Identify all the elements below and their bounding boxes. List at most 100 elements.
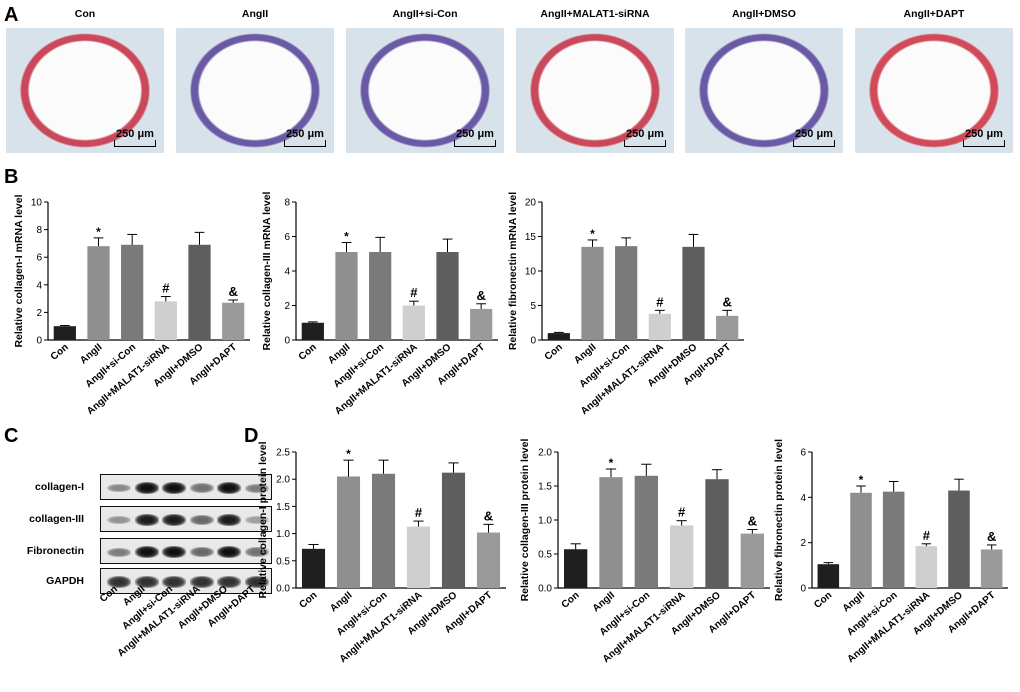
wb-band [134,546,159,558]
histology-image: 250 μm [516,28,674,153]
wb-band [217,514,241,526]
x-tick-label: Con [297,590,319,611]
bar [615,246,638,340]
y-axis-label: Relative collagen-III mRNA level [261,191,273,350]
histology-title: Con [74,8,96,20]
wb-band [107,576,131,588]
scale-bar-line [284,140,326,147]
bar [406,526,431,588]
x-tick-label: Con [543,342,565,363]
y-tick-label: 4 [284,267,290,278]
bar [599,477,623,588]
bar [335,252,358,340]
bar [547,333,570,340]
y-tick-label: 10 [31,198,43,209]
bar [476,532,501,588]
wb-band [162,546,186,558]
bar [948,490,970,588]
scale-bar-line [114,140,156,147]
histology-title: AngII+MALAT1-siRNA [540,8,650,20]
y-tick-label: 0.0 [538,584,552,595]
y-tick-label: 0 [284,336,290,347]
chart-collagen-iii-protein: 0.0 0.5 1.0 1.5 2.0 Relative collagen-III pro… [519,439,770,665]
scale-bar: 250 μm [624,128,666,147]
wb-band [162,514,186,526]
wb-row-label: Fibronectin [26,545,84,557]
y-tick-label: 1.5 [276,502,290,513]
significance-marker: & [987,529,996,544]
y-tick-label: 20 [525,198,537,209]
y-tick-label: 1.5 [538,482,552,493]
significance-marker: & [228,284,237,299]
chart-collagen-i-mrna: 0 2 4 6 8 10 Relative collagen-I mRNA level Con… [13,194,250,417]
scale-bar-line [963,140,1005,147]
bar [336,476,361,588]
wb-band [107,515,131,525]
y-tick-label: 6 [800,448,806,459]
bar [470,308,493,340]
y-tick-label: 2.5 [276,448,290,459]
significance-marker: * [859,473,864,487]
y-tick-label: 2 [284,301,290,312]
panel-letter-a: A [4,4,19,26]
y-axis-label: Relative collagen-I mRNA level [13,194,25,347]
bar [564,549,588,588]
y-tick-label: 1.0 [276,529,290,540]
wb-band [107,547,131,557]
wb-strip [100,568,272,594]
wb-lane-label: Con [98,584,120,605]
significance-marker: & [722,294,731,309]
x-tick-label: AngII [591,590,617,615]
y-tick-label: 5 [530,301,536,312]
y-tick-label: 0 [36,336,42,347]
wb-band [244,547,269,557]
wb-band [244,483,269,493]
scale-bar-label: 250 μm [286,128,324,140]
scale-bar-line [624,140,666,147]
wb-band [244,576,269,588]
scale-bar: 250 μm [114,128,156,147]
scale-bar-label: 250 μm [626,128,664,140]
significance-marker: * [609,456,614,470]
scale-bar-label: 250 μm [795,128,833,140]
y-tick-label: 4 [800,493,806,504]
wb-band [217,482,241,494]
wb-band [134,482,159,494]
y-axis-label: Relative collagen-III protein level [519,439,531,602]
wb-band [162,482,186,494]
bar [87,246,110,340]
wb-lane-labels: Con AngIIAngII+si-ConAngII+MALAT1-siRNAAn… [98,584,257,659]
significance-marker: * [346,447,351,461]
y-tick-label: 2 [36,308,42,319]
wb-band [189,547,214,557]
bar [682,246,705,340]
y-tick-label: 0 [800,584,806,595]
significance-marker: # [923,528,931,543]
x-tick-label: AngII [78,342,104,367]
significance-marker: * [96,225,101,239]
wb-band [162,576,186,588]
bar [850,492,872,588]
y-tick-label: 2.0 [276,475,290,486]
wb-strip [100,474,272,500]
wb-band [217,576,241,588]
scale-bar-line [454,140,496,147]
histology-image: 250 μm [855,28,1013,153]
bar [705,479,729,588]
significance-marker: # [162,281,170,296]
significance-marker: & [748,514,757,529]
significance-marker: # [415,505,423,520]
panel-letter-b: B [4,166,19,188]
wb-band [107,483,131,493]
bar [915,546,938,588]
significance-marker: & [476,288,485,303]
bar [716,315,739,340]
y-tick-label: 0.5 [538,550,552,561]
y-tick-label: 1.0 [538,516,552,527]
bar [441,472,466,588]
bar [882,491,905,588]
bar [817,564,840,588]
wb-row-label: collagen-I [34,481,84,493]
bar [670,525,694,588]
bar [648,313,671,340]
